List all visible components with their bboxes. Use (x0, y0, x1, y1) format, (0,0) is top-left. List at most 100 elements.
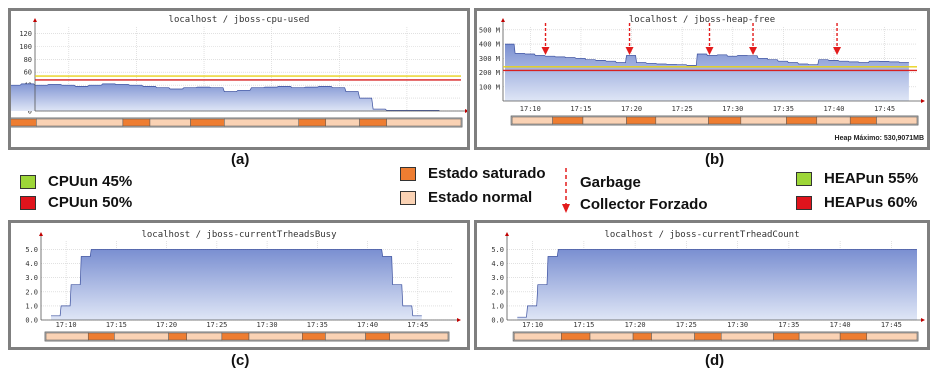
heap-max-note: Heap Máximo: 530,9071MB (835, 135, 924, 142)
chart-c-x-arrow-icon (457, 318, 461, 322)
chart-d-series-line (517, 249, 917, 318)
chart-d-state-segment (651, 332, 695, 341)
chart-d-state-segment (561, 332, 591, 341)
chart-b-xtick: 17:40 (823, 105, 844, 113)
chart-c-xtick: 17:10 (56, 321, 77, 329)
chart-b-ytick: 300 M (479, 55, 500, 63)
heap-un55-label: HEAPun 55% (824, 170, 919, 187)
chart-b-state-segment (582, 116, 627, 125)
chart-c-state-segment (221, 332, 250, 341)
chart-d-xtick: 17:25 (676, 321, 697, 329)
chart-c-state-segment (248, 332, 303, 341)
chart-b-state-segment (816, 116, 851, 125)
chart-b-state-segment (786, 116, 818, 125)
chart-d-ytick: 0.0 (491, 317, 504, 325)
chart-d-y-arrow-icon (505, 232, 509, 236)
chart-a-ytick: 80 (24, 56, 32, 64)
chart-c-state-segment (114, 332, 169, 341)
chart-d-xtick: 17:15 (573, 321, 594, 329)
chart-d: localhost / jboss-currentTrheadCount 0.0 1… (491, 230, 925, 342)
chart-a-state-segment (149, 118, 191, 127)
chart-b-series-line (505, 43, 909, 66)
chart-c-ytick: 4.0 (25, 260, 38, 268)
chart-d-xtick: 17:40 (830, 321, 851, 329)
chart-c-ytick: 1.0 (25, 302, 38, 310)
chart-a-state-segment (325, 118, 360, 127)
cpu-un45-label: CPUun 45% (48, 173, 133, 190)
chart-a-series-line (11, 83, 440, 111)
chart-c-state-segment (186, 332, 223, 341)
chart-b-ytick: 200 M (479, 69, 500, 77)
gc-line1: Garbage (580, 174, 641, 191)
chart-c-series-line (51, 249, 422, 317)
chart-d-xtick: 17:45 (881, 321, 902, 329)
chart-b-ytick: 100 M (479, 83, 500, 91)
legend-cpu-un50: CPUun 50% (20, 194, 132, 211)
legend-heap-us60: HEAPus 60% (796, 194, 917, 211)
chart-c-ytick: 2.0 (25, 288, 38, 296)
chart-c-state-segment (389, 332, 449, 341)
chart-c-ytick: 3.0 (25, 274, 38, 282)
chart-c-xtick: 17:35 (307, 321, 328, 329)
estado-normal-label: Estado normal (428, 189, 533, 206)
chart-d-state-strip (512, 331, 919, 342)
cpu-un45-swatch (20, 174, 36, 189)
chart-a-area (11, 83, 440, 111)
chart-d-xtick: 17:35 (778, 321, 799, 329)
chart-b: localhost / jboss-heap-free 100 M 200 M 300… (479, 15, 925, 142)
heap-us60-label: HEAPus 60% (824, 194, 918, 211)
chart-c-xtick: 17:20 (156, 321, 177, 329)
chart-c-state-segment (325, 332, 366, 341)
chart-b-xtick: 17:35 (773, 105, 794, 113)
chart-a-state-strip (11, 117, 463, 128)
chart-d-state-segment (589, 332, 634, 341)
chart-b-state-strip (510, 115, 919, 126)
chart-b-xtick: 17:25 (672, 105, 693, 113)
chart-panel-c: localhost / jboss-currentTrheadsBusy 0.0 1… (8, 220, 470, 350)
chart-c-state-segment (168, 332, 187, 341)
chart-a-state-segment (122, 118, 151, 127)
estado-saturado-label: Estado saturado (428, 165, 546, 182)
chart-b-state-segment (552, 116, 584, 125)
chart-b-xtick: 17:45 (874, 105, 895, 113)
legend-estado-saturado: Estado saturado (400, 165, 546, 182)
chart-a-y-arrow-icon (33, 18, 37, 22)
chart-d-x-arrow-icon (921, 318, 925, 322)
chart-b-state-segment (708, 116, 742, 125)
chart-a-state-segment (298, 118, 327, 127)
legend-heap-un55: HEAPun 55% (796, 170, 918, 187)
chart-a-state-segment (359, 118, 387, 127)
chart-c-xtick: 17:40 (357, 321, 378, 329)
gc-arrow-icon (705, 23, 714, 55)
cpu-un50-swatch (20, 195, 36, 210)
chart-b-state-segment (655, 116, 709, 125)
chart-b-title: localhost / jboss-heap-free (629, 15, 775, 25)
gc-arrow-icon (541, 23, 550, 55)
chart-panel-a: localhost / jboss-cpu-used02040608010012… (8, 8, 470, 150)
estado-normal-swatch (400, 190, 416, 205)
chart-d-xtick: 17:10 (522, 321, 543, 329)
chart-d-ytick: 3.0 (491, 274, 504, 282)
chart-d-state-segment (866, 332, 918, 341)
chart-b-xtick: 17:30 (722, 105, 743, 113)
chart-a-ytick: 0 (28, 108, 32, 116)
chart-d-state-segment (720, 332, 774, 341)
chart-c-xtick: 17:30 (257, 321, 278, 329)
chart-b-xtick: 17:10 (520, 105, 541, 113)
chart-d-state-segment (773, 332, 800, 341)
chart-d-xtick: 17:20 (625, 321, 646, 329)
gc-arrow-icon (833, 23, 842, 55)
chart-d-state-segment (798, 332, 841, 341)
chart-c-title: localhost / jboss-currentTrheadsBusy (141, 230, 337, 240)
heap-un55-swatch (796, 171, 812, 186)
chart-a-state-segment (386, 118, 462, 127)
chart-b-y-arrow-icon (501, 18, 505, 22)
chart-b-state-segment (876, 116, 918, 125)
chart-b-state-segment (626, 116, 657, 125)
chart-c-state-segment (365, 332, 390, 341)
chart-c-state-segment (87, 332, 115, 341)
chart-d-title: localhost / jboss-currentTrheadCount (604, 230, 799, 240)
chart-d-ytick: 2.0 (491, 288, 504, 296)
chart-b-state-segment (511, 116, 553, 125)
chart-b-xtick: 17:20 (621, 105, 642, 113)
